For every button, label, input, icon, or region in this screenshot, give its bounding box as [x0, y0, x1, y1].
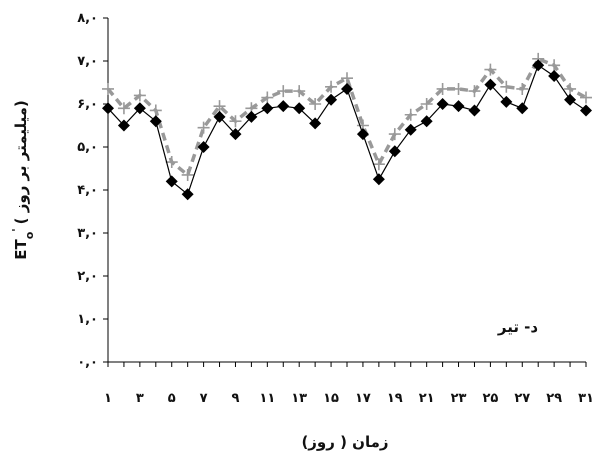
data-point-diamond: [117, 119, 130, 132]
data-point-diamond: [325, 93, 338, 106]
x-tick-label: ۷: [200, 391, 208, 406]
x-tick-label: ۱۹: [387, 391, 403, 406]
data-point-plus: [277, 85, 290, 98]
data-point-diamond: [102, 102, 114, 115]
svg-text:ETo'( میلیمتر بر روز): ETo' ( میلیمتر بر روز): [10, 100, 36, 260]
y-tick-label: ۵,۰: [77, 140, 98, 155]
axes: [107, 18, 586, 363]
data-point-plus: [165, 156, 178, 169]
x-axis-title: زمان ( روز): [301, 433, 388, 451]
data-point-plus: [436, 82, 449, 95]
data-point-diamond: [436, 98, 449, 110]
x-tick-label: ۵: [168, 391, 176, 406]
y-tick-label: ۷,۰: [77, 54, 98, 69]
data-point-plus: [548, 59, 561, 72]
data-point-plus: [580, 91, 592, 104]
y-axis-title-main: ET: [12, 239, 30, 260]
data-point-plus: [341, 72, 353, 85]
data-point-plus: [468, 85, 481, 98]
data-point-plus: [102, 82, 114, 95]
data-point-plus: [261, 91, 274, 104]
data-point-diamond: [309, 117, 322, 130]
data-point-diamond: [580, 104, 592, 117]
x-tick-label: ۲۱: [419, 391, 435, 406]
data-point-plus: [197, 121, 210, 134]
x-tick-label: ۳۱: [578, 391, 594, 406]
y-tick-label: ۳,۰: [77, 226, 98, 241]
y-tick-label: ۶,۰: [77, 97, 98, 112]
data-point-plus: [325, 80, 338, 93]
data-point-diamond: [261, 102, 274, 115]
data-point-diamond: [213, 110, 226, 123]
y-tick-label: ۰,۰: [77, 355, 98, 370]
data-point-diamond: [165, 175, 178, 188]
x-tick-label: ۱: [104, 391, 112, 406]
data-point-diamond: [484, 78, 497, 91]
y-axis-title-prime: ': [10, 228, 23, 231]
data-point-plus: [484, 63, 497, 76]
series: [102, 52, 592, 201]
data-point-diamond: [341, 82, 353, 95]
data-point-diamond: [468, 104, 481, 117]
data-point-plus: [229, 115, 242, 128]
data-point-plus: [564, 82, 577, 95]
data-point-plus: [213, 100, 226, 113]
data-point-diamond: [516, 102, 529, 115]
data-point-plus: [372, 158, 385, 171]
data-point-diamond: [245, 110, 258, 123]
data-point-plus: [420, 98, 433, 110]
chart-annotation: د- تیر: [497, 318, 539, 336]
data-point-plus: [133, 89, 146, 102]
data-point-diamond: [229, 128, 242, 141]
data-point-diamond: [532, 59, 545, 72]
data-point-plus: [500, 80, 513, 93]
y-axis-title: ETo' ( میلیمتر بر روز): [10, 100, 36, 260]
data-point-diamond: [388, 145, 401, 158]
data-point-diamond: [548, 70, 561, 83]
data-point-plus: [388, 128, 401, 141]
data-point-diamond: [452, 100, 465, 113]
data-point-plus: [293, 85, 306, 98]
data-point-diamond: [277, 100, 290, 113]
x-tick-label: ۲۷: [514, 391, 530, 406]
x-tick-label: ۱۱: [259, 391, 275, 406]
data-point-plus: [181, 168, 194, 181]
x-tick-label: ۳: [136, 391, 144, 406]
data-point-diamond: [133, 102, 146, 115]
data-point-diamond: [356, 128, 369, 141]
data-point-plus: [149, 104, 162, 117]
data-point-plus: [117, 102, 130, 115]
y-axis-title-sub: o: [23, 231, 36, 239]
y-axis-title-unit: ( میلیمتر بر روز): [12, 100, 30, 224]
ticks: ۰,۰۱,۰۲,۰۳,۰۴,۰۵,۰۶,۰۷,۰۸,۰۱ ۳ ۵ ۷ ۹ ۱۱ ۱۳ ۱۵ ۱۷…: [77, 11, 594, 406]
data-point-diamond: [404, 123, 417, 136]
data-point-diamond: [293, 102, 306, 115]
data-point-diamond: [197, 141, 210, 153]
y-tick-label: ۲,۰: [77, 269, 98, 284]
y-tick-label: ۸,۰: [77, 11, 98, 26]
x-tick-label: ۱۵: [323, 391, 339, 406]
data-point-plus: [452, 82, 465, 95]
data-point-diamond: [420, 115, 433, 128]
x-tick-label: ۱۷: [355, 391, 371, 406]
x-tick-label: ۹: [231, 391, 239, 406]
y-tick-label: ۴,۰: [77, 183, 98, 198]
x-tick-label: ۲۳: [451, 391, 467, 406]
data-point-diamond: [149, 115, 162, 128]
data-point-diamond: [564, 93, 577, 106]
data-point-plus: [516, 82, 529, 95]
x-tick-label: ۲۵: [482, 391, 498, 406]
data-point-plus: [309, 98, 322, 110]
data-point-diamond: [372, 173, 385, 186]
data-point-diamond: [500, 95, 513, 108]
x-tick-label: ۱۳: [291, 391, 307, 406]
y-tick-label: ۱,۰: [77, 312, 98, 327]
x-tick-label: ۲۹: [546, 391, 562, 406]
data-point-diamond: [181, 188, 194, 201]
data-point-plus: [404, 108, 417, 121]
